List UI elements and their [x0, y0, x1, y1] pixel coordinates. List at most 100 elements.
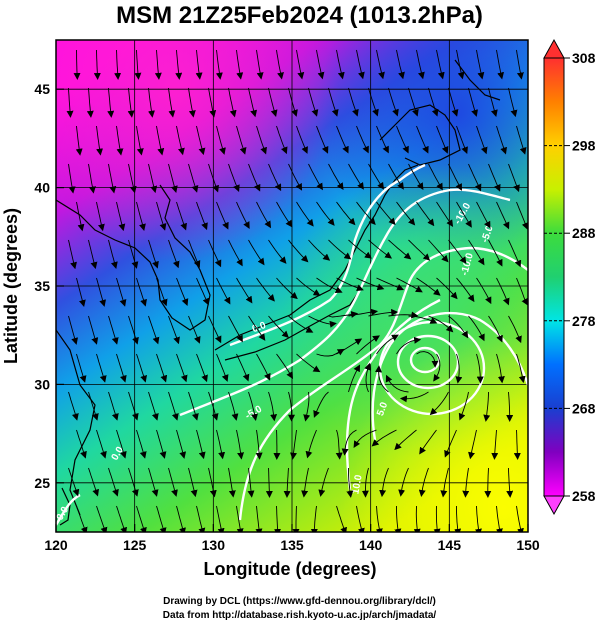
streamline	[385, 374, 409, 393]
streamline	[136, 505, 147, 532]
streamline	[128, 467, 139, 497]
streamline	[288, 239, 309, 263]
streamline	[255, 505, 263, 532]
streamline	[396, 125, 409, 154]
streamline	[208, 239, 222, 268]
streamline	[516, 201, 528, 230]
streamline	[361, 467, 369, 498]
streamline	[88, 239, 98, 270]
streamline	[456, 277, 475, 303]
streamline	[265, 467, 273, 498]
streamline	[256, 125, 267, 155]
streamline	[176, 125, 185, 156]
streamline	[468, 315, 485, 342]
streamline	[529, 392, 533, 420]
streamline	[429, 391, 449, 416]
streamline	[268, 87, 278, 118]
streamline	[88, 467, 99, 497]
streamline	[147, 87, 155, 118]
streamline	[506, 467, 514, 498]
streamline	[336, 125, 349, 154]
streamline	[448, 87, 459, 117]
colorbar-min-arrow	[543, 495, 565, 516]
streamline	[296, 125, 308, 154]
streamline	[108, 239, 118, 270]
streamline	[196, 125, 206, 156]
streamline	[476, 353, 484, 384]
streamline	[116, 429, 127, 459]
grid	[56, 40, 528, 532]
streamline	[274, 505, 282, 532]
streamline	[236, 49, 244, 80]
streamline	[428, 239, 449, 263]
streamline	[108, 163, 117, 194]
streamline	[76, 201, 85, 232]
streamline	[301, 467, 309, 498]
streamline	[341, 429, 357, 456]
streamline	[148, 239, 159, 269]
contour-label: 5.0	[375, 400, 390, 417]
streamline	[356, 335, 380, 355]
streamline	[336, 338, 363, 355]
streamline	[516, 125, 527, 155]
contour-label: 10.0	[350, 474, 364, 496]
x-tick-label: 125	[123, 537, 147, 553]
streamline	[458, 391, 469, 421]
streamline	[176, 429, 187, 459]
streamline	[188, 315, 201, 344]
y-tick-label: 45	[34, 81, 50, 97]
streamline	[215, 49, 223, 80]
streamline	[168, 391, 179, 421]
streamline	[491, 429, 499, 460]
streamline	[316, 348, 345, 357]
streamline	[335, 429, 343, 460]
streamline	[468, 87, 478, 117]
streamline	[336, 505, 347, 532]
streamline	[208, 163, 219, 193]
x-axis: 120 125 130 135 140 145 150	[44, 524, 540, 553]
streamline	[488, 239, 503, 267]
streamline	[68, 467, 80, 497]
streamline	[508, 315, 522, 344]
streamline	[308, 87, 319, 117]
streamline	[416, 49, 425, 80]
streamline	[316, 201, 335, 226]
streamline	[116, 505, 127, 532]
streamline	[208, 315, 222, 344]
x-tick-label: 150	[516, 537, 540, 553]
streamline	[356, 277, 385, 291]
streamline	[408, 239, 431, 261]
streamline	[496, 201, 510, 230]
streamline	[276, 125, 288, 155]
streamline	[116, 277, 127, 307]
streamline	[308, 163, 323, 191]
streamline	[136, 353, 147, 383]
streamline	[444, 429, 457, 458]
streamline	[368, 87, 379, 117]
streamline	[268, 239, 287, 264]
streamline	[216, 201, 229, 230]
streamline	[468, 239, 485, 266]
streamline	[236, 505, 244, 532]
streamline	[96, 125, 103, 156]
streamline	[476, 125, 488, 155]
streamline	[148, 391, 159, 421]
streamline	[396, 336, 422, 355]
streamline	[476, 201, 491, 229]
streamline	[394, 506, 402, 532]
streamline	[268, 163, 282, 192]
streamline	[508, 163, 520, 193]
streamline	[356, 125, 369, 154]
streamline	[136, 201, 146, 232]
colorbar-tick-label: 268	[572, 400, 596, 416]
streamline	[308, 315, 337, 328]
streamline	[168, 239, 180, 269]
streamline	[196, 353, 208, 383]
streamline	[368, 239, 393, 259]
streamline	[283, 467, 291, 498]
streamline	[76, 505, 88, 532]
streamline	[496, 125, 507, 155]
map-panel: -10.0-5.0-10.00.05.010.0-5.00.00.0	[56, 40, 533, 532]
streamline	[154, 49, 162, 80]
streamline	[216, 353, 229, 382]
